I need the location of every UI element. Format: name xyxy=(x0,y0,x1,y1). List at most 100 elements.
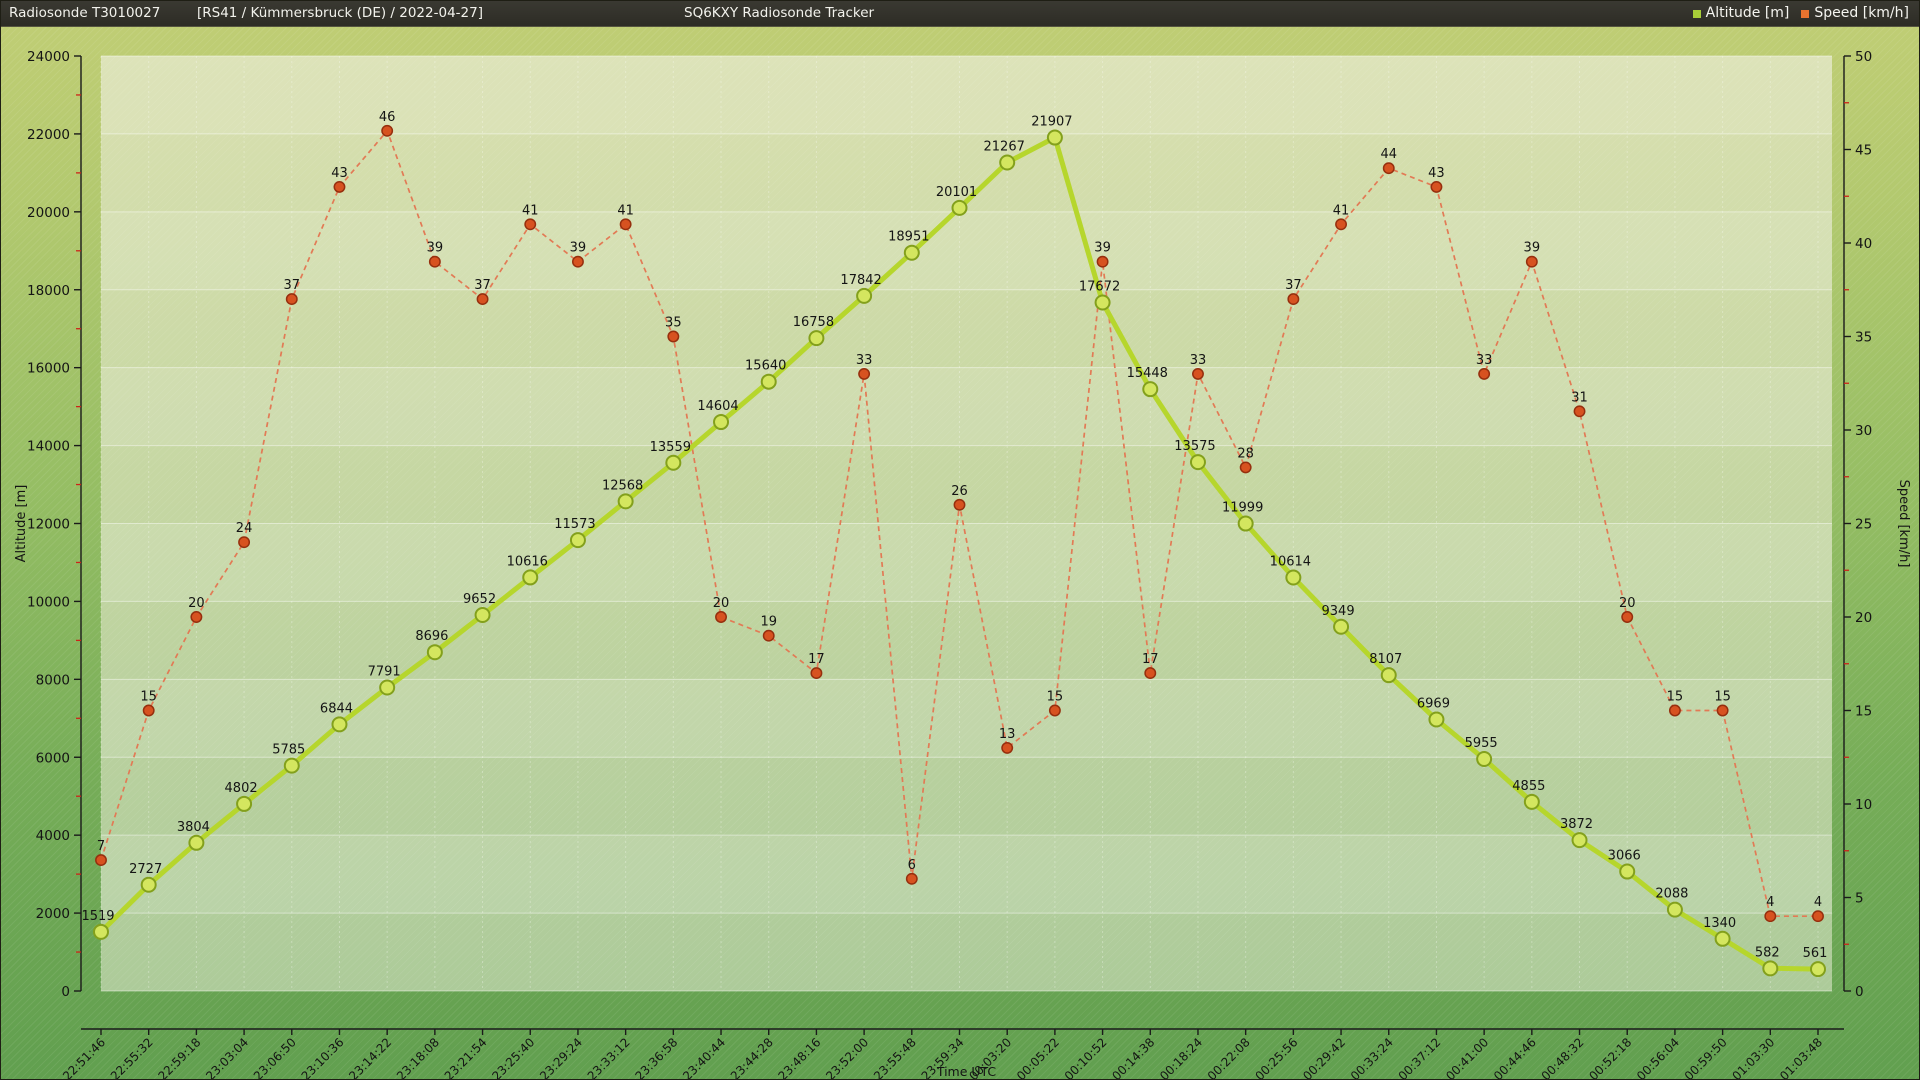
speed-marker xyxy=(1382,162,1395,175)
speed-marker xyxy=(715,611,727,623)
y-tick-label: 12000 xyxy=(27,517,70,533)
altitude-marker xyxy=(331,716,348,733)
altitude-marker xyxy=(1380,667,1397,684)
speed-marker xyxy=(1621,611,1634,623)
speed-value-label: 13 xyxy=(999,727,1016,742)
speed-marker xyxy=(238,536,251,549)
speed-value-label: 39 xyxy=(1524,241,1541,256)
speed-value-label: 7 xyxy=(97,839,105,854)
speed-value-label: 20 xyxy=(188,596,205,611)
y-axis-left-title: Altitude [m] xyxy=(14,485,29,563)
y-tick-label: 16000 xyxy=(27,361,70,377)
speed-marker xyxy=(190,611,203,623)
speed-value-label: 31 xyxy=(1571,390,1588,405)
speed-marker xyxy=(1048,704,1061,717)
speed-value-label: 20 xyxy=(713,596,730,611)
x-tick-label: 00:25:56 xyxy=(1252,1035,1300,1080)
x-tick-label: 00:22:08 xyxy=(1205,1035,1253,1080)
x-tick-label: 23:03:04 xyxy=(203,1035,251,1080)
x-tick-label: 00:29:42 xyxy=(1300,1035,1348,1080)
x-tick-label: 01:03:30 xyxy=(1729,1035,1777,1080)
x-tick-label: 23:21:54 xyxy=(442,1035,490,1080)
speed-marker xyxy=(1573,405,1586,418)
altitude-marker xyxy=(1714,930,1731,947)
altitude-value-label: 10614 xyxy=(1270,554,1311,569)
y-tick-label: 30 xyxy=(1855,423,1872,439)
speed-value-label: 44 xyxy=(1380,147,1397,162)
altitude-value-label: 20101 xyxy=(936,185,977,200)
altitude-value-label: 15448 xyxy=(1127,366,1168,381)
legend: Altitude [m] Speed [km/h] xyxy=(1692,1,1909,26)
y-tick-label: 50 xyxy=(1855,49,1872,65)
x-tick-label: 00:48:32 xyxy=(1539,1035,1587,1080)
x-tick-label: 23:33:12 xyxy=(585,1035,633,1080)
altitude-value-label: 8107 xyxy=(1369,652,1402,667)
x-tick-label: 23:44:28 xyxy=(728,1035,776,1080)
altitude-value-label: 5785 xyxy=(272,743,305,758)
altitude-marker xyxy=(569,532,586,549)
speed-value-label: 33 xyxy=(856,353,873,368)
speed-swatch-icon xyxy=(1801,9,1810,18)
x-tick-label: 01:03:48 xyxy=(1777,1035,1825,1080)
altitude-marker xyxy=(903,244,920,261)
x-tick-label: 00:44:46 xyxy=(1491,1035,1539,1080)
altitude-marker xyxy=(1428,711,1445,728)
data-labels: 7 15 20 24 37 43 46 39 37 41 39 41 35 20 19 17 33 6 26 13 15… xyxy=(81,110,1827,961)
x-tick-label: 00:33:24 xyxy=(1348,1035,1396,1080)
x-tick-label: 00:14:38 xyxy=(1109,1035,1157,1080)
altitude-marker xyxy=(1046,129,1063,146)
altitude-value-label: 9652 xyxy=(463,592,496,607)
speed-value-label: 26 xyxy=(951,484,968,499)
y-tick-label: 20 xyxy=(1855,610,1872,626)
speed-value-label: 17 xyxy=(1142,652,1159,667)
x-axis: 22:51:46 22:55:32 22:59:18 23:03:04 23:06:50… xyxy=(60,1028,1844,1080)
altitude-marker xyxy=(617,493,634,510)
gridlines xyxy=(100,55,1832,992)
speed-marker xyxy=(95,854,107,867)
altitude-value-label: 21267 xyxy=(984,139,1025,154)
y-tick-label: 24000 xyxy=(27,49,70,65)
altitude-marker xyxy=(1666,901,1683,918)
altitude-value-label: 5955 xyxy=(1465,736,1498,751)
plot-area xyxy=(101,56,1832,991)
speed-marker xyxy=(667,330,680,343)
speed-marker xyxy=(1525,255,1538,268)
speed-value-label: 41 xyxy=(522,203,539,218)
speed-value-label: 15 xyxy=(140,690,157,705)
speed-marker xyxy=(1430,180,1443,193)
y-tick-label: 8000 xyxy=(36,672,70,688)
speed-value-label: 28 xyxy=(1237,446,1254,461)
altitude-value-label: 3872 xyxy=(1560,817,1593,832)
altitude-value-label: 561 xyxy=(1803,946,1828,961)
altitude-value-label: 9349 xyxy=(1322,604,1355,619)
y-tick-label: 40 xyxy=(1855,236,1872,252)
speed-marker xyxy=(1478,367,1491,380)
speed-marker xyxy=(571,255,584,268)
speed-marker xyxy=(1764,910,1777,923)
x-tick-label: 23:10:36 xyxy=(299,1035,347,1080)
speed-value-label: 4 xyxy=(1814,895,1822,910)
speed-marker xyxy=(619,218,632,231)
speed-marker xyxy=(1287,293,1300,306)
speed-series xyxy=(95,124,1824,923)
speed-marker xyxy=(905,872,918,885)
altitude-marker xyxy=(1619,863,1636,880)
altitude-value-label: 1340 xyxy=(1703,916,1736,931)
altitude-value-label: 16758 xyxy=(793,315,834,330)
altitude-value-label: 2727 xyxy=(129,862,162,877)
altitude-marker xyxy=(426,644,443,661)
speed-value-label: 41 xyxy=(617,203,634,218)
speed-value-label: 15 xyxy=(1714,690,1731,705)
speed-value-label: 35 xyxy=(665,316,682,331)
y-axis-left: 0 2000 4000 6000 8000 10000 12000 14000 16000 180… xyxy=(14,49,82,1000)
legend-altitude-label: Altitude [m] xyxy=(1705,5,1790,21)
speed-marker xyxy=(1144,667,1157,680)
altitude-value-label: 14604 xyxy=(697,399,738,414)
altitude-marker xyxy=(1333,618,1350,635)
altitude-value-label: 10616 xyxy=(507,554,548,569)
altitude-value-label: 17842 xyxy=(840,273,881,288)
y-tick-label: 15 xyxy=(1855,704,1872,720)
x-axis-title: Time UTC xyxy=(936,1064,997,1079)
y-tick-label: 10000 xyxy=(27,594,70,610)
